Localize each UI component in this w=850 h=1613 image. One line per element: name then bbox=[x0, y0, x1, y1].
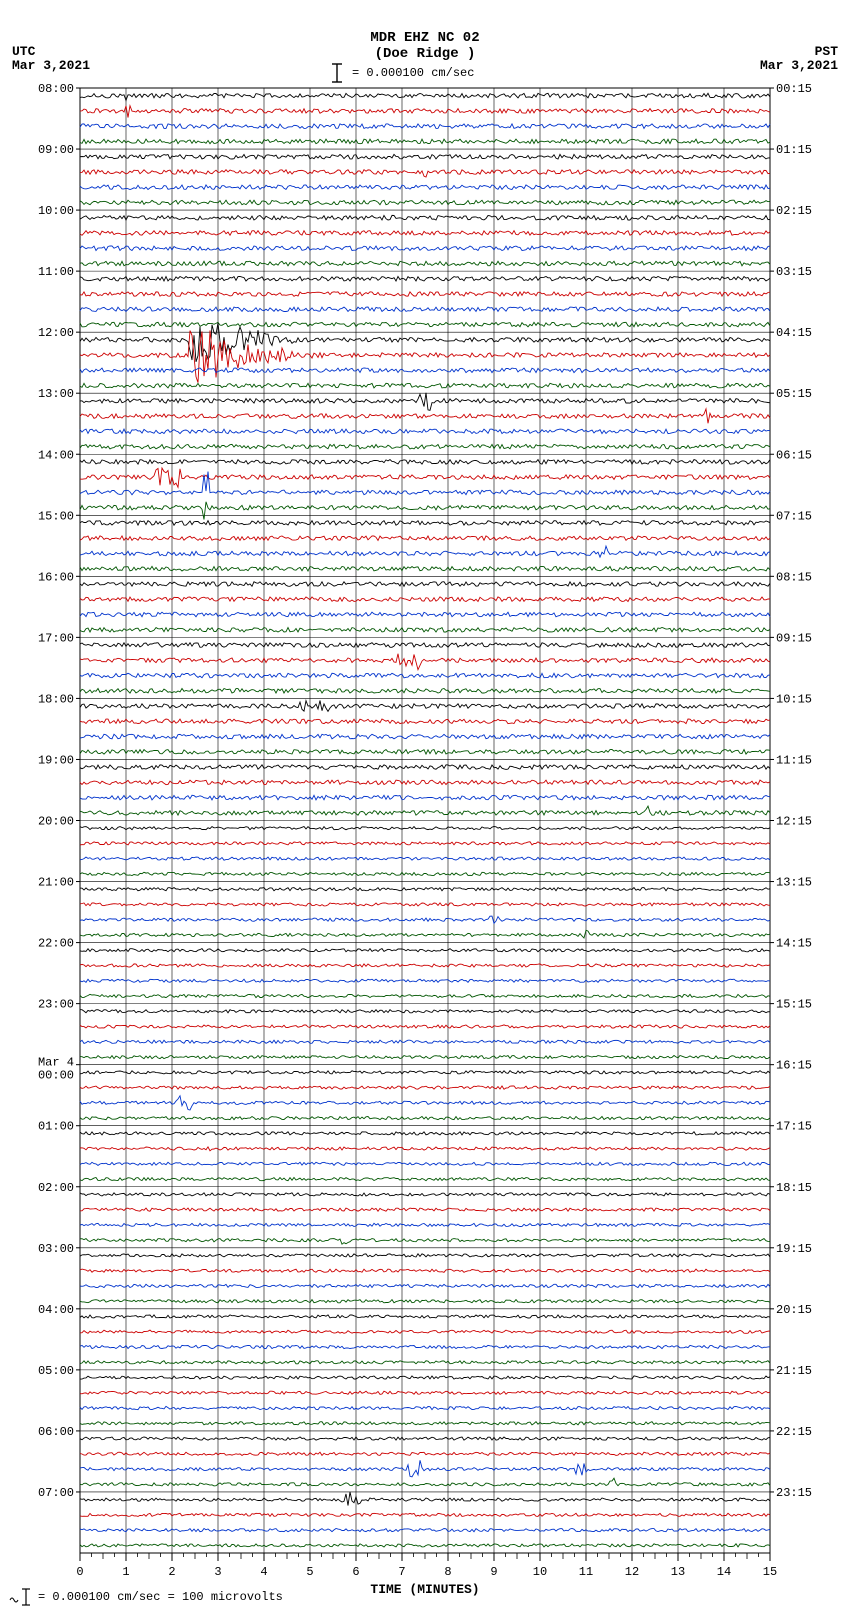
svg-text:11:00: 11:00 bbox=[38, 265, 74, 279]
svg-text:18:00: 18:00 bbox=[38, 692, 74, 706]
svg-text:00:00: 00:00 bbox=[38, 1069, 74, 1083]
svg-text:04:00: 04:00 bbox=[38, 1303, 74, 1317]
svg-text:09:15: 09:15 bbox=[776, 631, 812, 645]
svg-text:16:15: 16:15 bbox=[776, 1059, 812, 1073]
svg-text:23:00: 23:00 bbox=[38, 998, 74, 1012]
svg-text:04:15: 04:15 bbox=[776, 326, 812, 340]
svg-text:4: 4 bbox=[260, 1565, 267, 1579]
svg-text:15:15: 15:15 bbox=[776, 998, 812, 1012]
svg-text:2: 2 bbox=[168, 1565, 175, 1579]
footer-note: = 0.000100 cm/sec = 100 microvolts bbox=[38, 1590, 283, 1604]
svg-text:01:15: 01:15 bbox=[776, 143, 812, 157]
svg-text:19:00: 19:00 bbox=[38, 753, 74, 767]
footer-scale-icon bbox=[8, 1586, 34, 1608]
svg-text:15: 15 bbox=[763, 1565, 777, 1579]
svg-text:11: 11 bbox=[579, 1565, 593, 1579]
svg-text:8: 8 bbox=[444, 1565, 451, 1579]
svg-text:11:15: 11:15 bbox=[776, 753, 812, 767]
svg-text:17:00: 17:00 bbox=[38, 631, 74, 645]
svg-text:18:15: 18:15 bbox=[776, 1181, 812, 1195]
svg-text:13:15: 13:15 bbox=[776, 876, 812, 890]
svg-text:13: 13 bbox=[671, 1565, 685, 1579]
svg-text:12: 12 bbox=[625, 1565, 639, 1579]
svg-text:17:15: 17:15 bbox=[776, 1120, 812, 1134]
svg-text:07:15: 07:15 bbox=[776, 509, 812, 523]
svg-text:14:15: 14:15 bbox=[776, 937, 812, 951]
svg-text:22:00: 22:00 bbox=[38, 937, 74, 951]
svg-text:3: 3 bbox=[214, 1565, 221, 1579]
svg-text:01:00: 01:00 bbox=[38, 1120, 74, 1134]
svg-text:13:00: 13:00 bbox=[38, 387, 74, 401]
svg-text:09:00: 09:00 bbox=[38, 143, 74, 157]
svg-text:12:00: 12:00 bbox=[38, 326, 74, 340]
svg-text:23:15: 23:15 bbox=[776, 1486, 812, 1500]
svg-text:08:15: 08:15 bbox=[776, 570, 812, 584]
svg-text:16:00: 16:00 bbox=[38, 570, 74, 584]
svg-text:7: 7 bbox=[398, 1565, 405, 1579]
svg-text:07:00: 07:00 bbox=[38, 1486, 74, 1500]
svg-text:06:15: 06:15 bbox=[776, 448, 812, 462]
svg-text:03:00: 03:00 bbox=[38, 1242, 74, 1256]
svg-text:TIME (MINUTES): TIME (MINUTES) bbox=[370, 1582, 479, 1597]
svg-text:22:15: 22:15 bbox=[776, 1425, 812, 1439]
svg-text:15:00: 15:00 bbox=[38, 509, 74, 523]
svg-text:9: 9 bbox=[490, 1565, 497, 1579]
svg-text:20:00: 20:00 bbox=[38, 815, 74, 829]
svg-text:10: 10 bbox=[533, 1565, 547, 1579]
svg-text:0: 0 bbox=[76, 1565, 83, 1579]
svg-text:6: 6 bbox=[352, 1565, 359, 1579]
svg-text:05:00: 05:00 bbox=[38, 1364, 74, 1378]
svg-text:14:00: 14:00 bbox=[38, 448, 74, 462]
svg-text:1: 1 bbox=[122, 1565, 129, 1579]
svg-text:02:15: 02:15 bbox=[776, 204, 812, 218]
svg-text:06:00: 06:00 bbox=[38, 1425, 74, 1439]
helicorder-plot: 0123456789101112131415TIME (MINUTES)08:0… bbox=[0, 0, 850, 1613]
svg-text:10:15: 10:15 bbox=[776, 692, 812, 706]
svg-text:5: 5 bbox=[306, 1565, 313, 1579]
svg-text:12:15: 12:15 bbox=[776, 815, 812, 829]
svg-text:05:15: 05:15 bbox=[776, 387, 812, 401]
svg-text:03:15: 03:15 bbox=[776, 265, 812, 279]
svg-text:10:00: 10:00 bbox=[38, 204, 74, 218]
svg-text:21:15: 21:15 bbox=[776, 1364, 812, 1378]
svg-text:20:15: 20:15 bbox=[776, 1303, 812, 1317]
svg-text:02:00: 02:00 bbox=[38, 1181, 74, 1195]
svg-text:00:15: 00:15 bbox=[776, 82, 812, 96]
svg-text:14: 14 bbox=[717, 1565, 731, 1579]
svg-text:21:00: 21:00 bbox=[38, 876, 74, 890]
svg-text:19:15: 19:15 bbox=[776, 1242, 812, 1256]
svg-text:Mar 4: Mar 4 bbox=[38, 1056, 74, 1070]
svg-text:08:00: 08:00 bbox=[38, 82, 74, 96]
